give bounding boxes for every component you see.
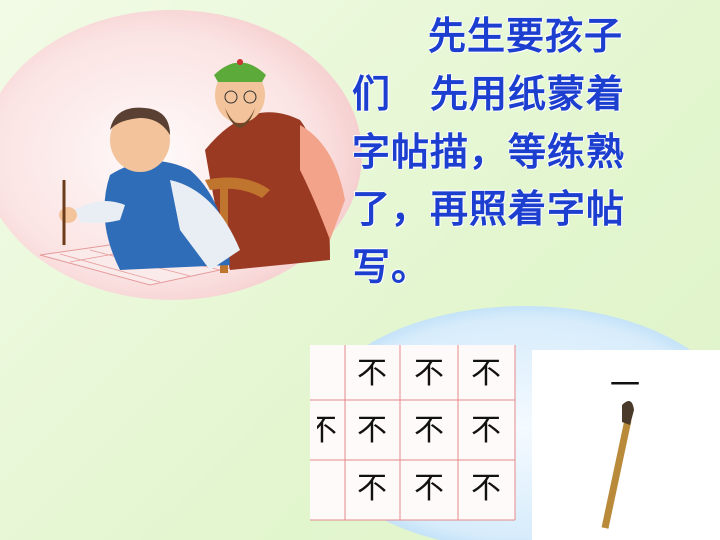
copybook-char: 不 [414,413,444,448]
copybook-char: 不 [414,356,444,391]
brush-stroke-char: 一 [610,368,640,403]
narration-line: 字帖描，等练熟 [352,130,626,174]
copybook-char: 不 [471,413,501,448]
brush [601,401,634,529]
narration-line: 们 先用纸蒙着 [352,72,626,116]
copybook-char: 不 [471,471,501,506]
copybook-char: 不 [357,413,387,448]
narration-line: 先生要孩子 [428,14,624,58]
copybook-char: 不 [414,471,444,506]
copybook-paper [310,345,515,520]
copybook-char: 不 [357,471,387,506]
narration-line: 了，再照着字帖 [352,187,626,231]
narration-line: 写。 [352,245,431,289]
copybook-grid [310,345,516,521]
copybook-char: 不 [357,356,387,391]
copybook-char: 不 [471,356,501,391]
scene-teacher-student [39,59,345,286]
